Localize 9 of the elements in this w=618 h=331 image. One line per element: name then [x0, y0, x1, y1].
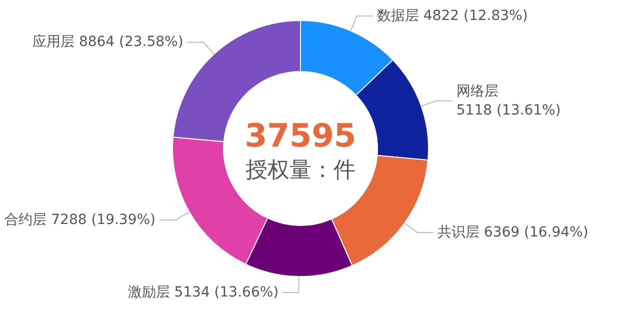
- slice-label: 数据层 4822 (12.83%): [376, 8, 528, 24]
- text: 37595: [244, 116, 356, 154]
- text: 授权量：件: [246, 158, 356, 183]
- slice-label: 应用层 8864 (23.58%): [32, 34, 184, 50]
- slice-label: 共识层 6369 (16.94%): [437, 224, 588, 240]
- slice-label: 激励层 5134 (13.66%): [128, 284, 279, 300]
- data-label: 5118 (13.61%): [456, 102, 561, 118]
- slice-label: 网络层: [456, 83, 498, 100]
- slice-label: 合约层 7288 (19.39%): [4, 212, 156, 228]
